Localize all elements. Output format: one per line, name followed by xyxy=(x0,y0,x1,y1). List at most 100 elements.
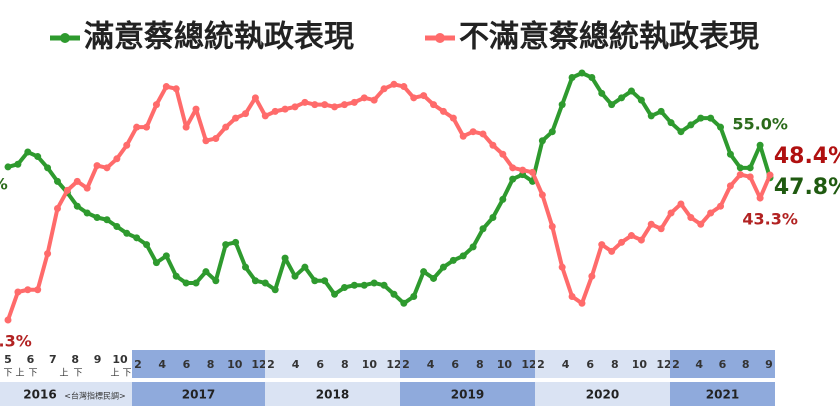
point xyxy=(370,96,378,104)
x-tick-label: 6 xyxy=(451,358,459,371)
point xyxy=(14,160,22,168)
axis-year-band xyxy=(0,382,132,406)
point xyxy=(24,148,32,156)
point xyxy=(311,277,319,285)
point xyxy=(321,277,329,285)
x-half-label: 上 xyxy=(59,368,68,379)
point xyxy=(44,164,52,172)
point xyxy=(538,191,546,199)
point xyxy=(489,213,497,221)
point xyxy=(340,283,348,291)
point xyxy=(697,220,705,228)
point xyxy=(34,286,42,294)
data-label: 48.4% xyxy=(774,144,840,169)
point xyxy=(756,194,764,202)
point xyxy=(548,128,556,136)
point xyxy=(430,101,438,109)
point xyxy=(83,184,91,192)
point xyxy=(34,153,42,161)
point xyxy=(311,101,319,109)
point xyxy=(509,164,517,172)
point xyxy=(558,101,566,109)
point xyxy=(519,166,527,174)
point xyxy=(251,277,259,285)
x-tick-label: 4 xyxy=(292,358,300,371)
x-tick-label: 6 xyxy=(586,358,594,371)
x-half-label: 下 xyxy=(3,369,12,379)
point xyxy=(340,101,348,109)
point xyxy=(618,94,626,102)
x-tick-label: 2 xyxy=(134,358,142,371)
point xyxy=(271,107,279,115)
point xyxy=(301,263,309,271)
point xyxy=(93,162,101,170)
point xyxy=(479,225,487,233)
point xyxy=(172,272,180,280)
point xyxy=(281,105,289,113)
x-tick-label: 10 xyxy=(497,358,513,371)
point xyxy=(232,238,240,246)
legend-label: 滿意蔡總統執政表現 xyxy=(84,20,354,55)
point xyxy=(687,213,695,221)
point xyxy=(44,250,52,258)
x-tick-label: 6 xyxy=(183,358,191,371)
point xyxy=(14,288,22,296)
x-half-label: 下 xyxy=(73,369,82,379)
data-label: 43.3% xyxy=(742,210,798,229)
point xyxy=(400,83,408,91)
point xyxy=(123,229,131,237)
x-tick-label: 9 xyxy=(765,358,773,371)
x-tick-label: 8 xyxy=(341,358,349,371)
point xyxy=(400,299,408,307)
x-tick-label: 10 xyxy=(632,358,648,371)
year-label: 2018 xyxy=(316,388,349,402)
point xyxy=(202,268,210,276)
point xyxy=(489,141,497,149)
point xyxy=(499,195,507,203)
point xyxy=(53,204,61,212)
axis-month-band xyxy=(132,350,265,378)
point xyxy=(717,202,725,210)
year-label: 2019 xyxy=(451,388,484,402)
x-tick-label: 7 xyxy=(49,353,57,366)
x-tick-label: 10 xyxy=(227,358,243,371)
x-tick-label: 6 xyxy=(27,353,35,366)
x-half-label: 上 xyxy=(15,368,24,379)
point xyxy=(360,281,368,289)
point xyxy=(627,232,635,240)
data-label: 16.3% xyxy=(0,332,32,351)
x-half-label: 下 xyxy=(122,369,131,379)
point xyxy=(410,293,418,301)
point xyxy=(657,225,665,233)
axis-year-band xyxy=(400,382,535,406)
data-label: 50.2% xyxy=(0,174,8,193)
x-tick-label: 8 xyxy=(742,358,750,371)
point xyxy=(222,241,230,249)
point xyxy=(331,103,339,111)
point xyxy=(439,107,447,115)
axis-month-band xyxy=(0,350,132,378)
point xyxy=(459,132,467,140)
point xyxy=(756,141,764,149)
point xyxy=(618,238,626,246)
point xyxy=(449,256,457,264)
point xyxy=(420,92,428,100)
point xyxy=(509,175,517,183)
point xyxy=(251,94,259,102)
point xyxy=(113,155,121,163)
point xyxy=(479,130,487,138)
x-tick-label: 12 xyxy=(656,358,671,371)
x-tick-label: 2 xyxy=(267,358,275,371)
series-line xyxy=(7,71,772,306)
point xyxy=(410,94,418,102)
point xyxy=(192,105,200,113)
point xyxy=(182,123,190,131)
point xyxy=(370,279,378,287)
data-label: 55.0% xyxy=(732,115,788,134)
point xyxy=(24,286,32,294)
point xyxy=(261,112,269,120)
point xyxy=(459,252,467,260)
axis-month-band xyxy=(535,350,670,378)
point xyxy=(4,316,12,324)
point xyxy=(627,87,635,95)
